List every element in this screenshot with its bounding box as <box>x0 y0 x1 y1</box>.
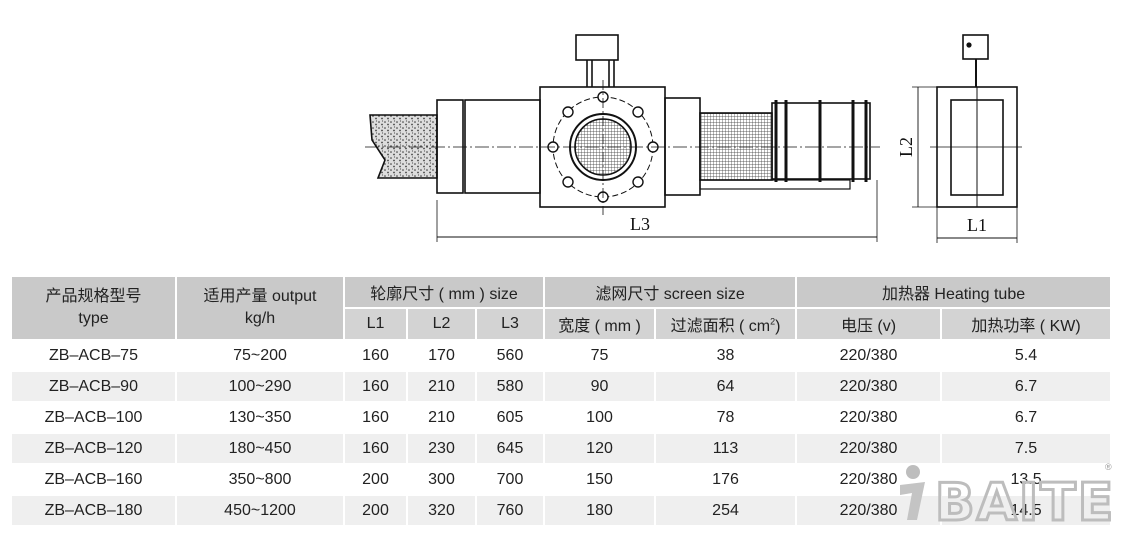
flange-left <box>436 99 464 194</box>
header-area: 过滤面积 ( cm2) <box>654 307 798 341</box>
cell-power: 14.5 <box>940 494 1113 527</box>
svg-text:®: ® <box>1105 462 1112 472</box>
header-power: 加热功率 ( KW) <box>940 307 1113 341</box>
cell-type: ZB–ACB–160 <box>10 463 177 496</box>
cell-l1: 160 <box>343 432 408 465</box>
dim-label-l3: L3 <box>630 214 650 234</box>
input-pipe <box>369 114 438 179</box>
cell-power: 7.5 <box>940 432 1113 465</box>
cell-l1: 200 <box>343 463 408 496</box>
cell-type: ZB–ACB–120 <box>10 432 177 465</box>
cell-l3: 560 <box>474 339 546 372</box>
cell-output: 75~200 <box>175 339 345 372</box>
dim-label-l2: L2 <box>896 137 916 157</box>
cell-l2: 170 <box>406 339 477 372</box>
cell-output: 180~450 <box>175 432 345 465</box>
cell-l1: 160 <box>343 339 408 372</box>
cell-voltage: 220/380 <box>795 401 943 434</box>
cell-l3: 605 <box>474 401 546 434</box>
heater-straps <box>774 100 868 182</box>
side-view: L2 L1 <box>896 34 1022 243</box>
cell-l3: 700 <box>474 463 546 496</box>
cell-power: 6.7 <box>940 401 1113 434</box>
header-type: 产品规格型号 type <box>10 275 177 341</box>
dim-label-l1: L1 <box>967 215 987 235</box>
side-handle-box <box>962 34 989 60</box>
cell-l1: 200 <box>343 494 408 527</box>
header-width: 宽度 ( mm ) <box>543 307 657 341</box>
table-row: ZB–ACB–100 130~350 160 210 605 100 78 220/380 6.… <box>10 401 1113 434</box>
header-screen: 滤网尺寸 screen size <box>543 275 798 309</box>
technical-drawing: L3 L2 L1 <box>365 34 1022 243</box>
table-row: ZB–ACB–75 75~200 160 170 560 75 38 220/380 5.4 <box>10 339 1113 372</box>
cell-l3: 645 <box>474 432 546 465</box>
cell-l1: 160 <box>343 401 408 434</box>
table-row: ZB–ACB–90 100~290 160 210 580 90 64 220/380 6.7 <box>10 370 1113 403</box>
cell-l2: 210 <box>406 370 477 403</box>
cell-filter-area: 254 <box>654 494 798 527</box>
cell-l2: 230 <box>406 432 477 465</box>
cell-type: ZB–ACB–90 <box>10 370 177 403</box>
cell-type: ZB–ACB–75 <box>10 339 177 372</box>
flange-right <box>664 97 701 196</box>
cell-l2: 210 <box>406 401 477 434</box>
header-heating: 加热器 Heating tube <box>795 275 1113 309</box>
header-size: 轮廓尺寸 ( mm ) size <box>342 275 546 309</box>
cell-filter-area: 176 <box>654 463 798 496</box>
cell-output: 450~1200 <box>175 494 345 527</box>
cell-l3: 580 <box>474 370 546 403</box>
cell-l3: 760 <box>474 494 546 527</box>
cell-screen-width: 100 <box>543 401 657 434</box>
cell-filter-area: 78 <box>654 401 798 434</box>
cell-screen-width: 75 <box>543 339 657 372</box>
header-output: 适用产量 output kg/h <box>175 275 345 341</box>
svg-text:BAITE: BAITE <box>935 473 1115 530</box>
cell-l2: 300 <box>406 463 477 496</box>
adapter-cylinder <box>464 99 541 194</box>
cell-output: 100~290 <box>175 370 345 403</box>
table-row: ZB–ACB–120 180~450 160 230 645 120 113 220/380 7… <box>10 432 1113 465</box>
cell-power: 13.5 <box>940 463 1113 496</box>
cell-filter-area: 113 <box>654 432 798 465</box>
cell-power: 6.7 <box>940 370 1113 403</box>
table-row: ZB–ACB–160 350~800 200 300 700 150 176 220/380 1… <box>10 463 1113 496</box>
spec-table: 产品规格型号 type 适用产量 output kg/h 轮廓尺寸 ( mm ) s… <box>10 275 1113 527</box>
front-view: L3 <box>365 34 880 242</box>
cell-screen-width: 90 <box>543 370 657 403</box>
header-l1: L1 <box>343 307 408 341</box>
cell-type: ZB–ACB–100 <box>10 401 177 434</box>
cell-filter-area: 38 <box>654 339 798 372</box>
cell-output: 130~350 <box>175 401 345 434</box>
baite-logo: BAITE ® <box>900 462 1115 530</box>
cell-voltage: 220/380 <box>795 339 943 372</box>
cell-voltage: 220/380 <box>795 370 943 403</box>
outlet-mesh <box>699 112 773 181</box>
cell-screen-width: 180 <box>543 494 657 527</box>
cell-l2: 320 <box>406 494 477 527</box>
handle-box <box>575 34 619 61</box>
cell-type: ZB–ACB–180 <box>10 494 177 527</box>
cell-screen-width: 150 <box>543 463 657 496</box>
header-voltage: 电压 (v) <box>795 307 943 341</box>
cell-output: 350~800 <box>175 463 345 496</box>
cell-l1: 160 <box>343 370 408 403</box>
cell-power: 5.4 <box>940 339 1113 372</box>
header-l2: L2 <box>406 307 477 341</box>
cell-filter-area: 64 <box>654 370 798 403</box>
cell-voltage: 220/380 <box>795 432 943 465</box>
header-l3: L3 <box>474 307 546 341</box>
cell-screen-width: 120 <box>543 432 657 465</box>
